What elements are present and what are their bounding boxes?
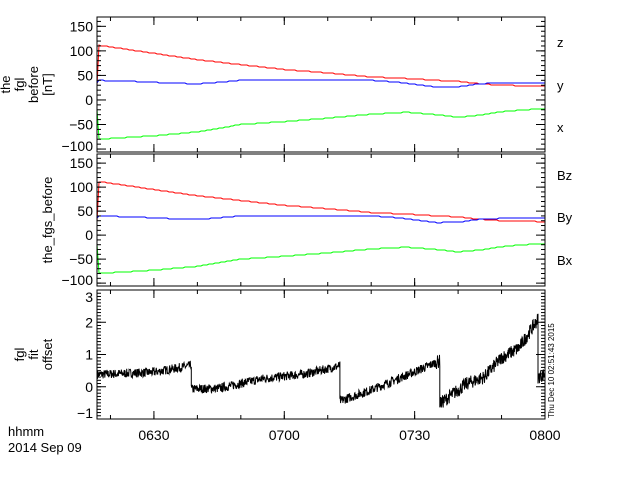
panel-1: 150 100 50 0 −50 −100 the fgl before [nT] z y x	[0, 16, 564, 154]
y-axis-label: fgl	[12, 78, 27, 92]
y-tick-label: −100	[61, 272, 93, 288]
x-axis-title-date: 2014 Sep 09	[8, 440, 82, 455]
y-tick-label: 0	[85, 227, 93, 243]
y-axis-label: offset	[40, 338, 55, 370]
y-tick-label: −50	[69, 251, 93, 267]
y-tick-label: −100	[61, 138, 93, 154]
y-tick-label: 100	[70, 43, 94, 59]
panel-2: 150 100 50 0 −50 −100 the_fgs_before Bz By Bx	[40, 153, 573, 288]
y-tick-label: 1	[85, 347, 93, 363]
y-axis-label: [nT]	[40, 73, 55, 95]
series-by-line	[97, 215, 545, 224]
panel-frame	[96, 289, 546, 420]
y-tick-label: 0	[85, 92, 93, 108]
legend-label-bx: Bx	[557, 253, 573, 268]
y-tick-label: 3	[85, 289, 93, 305]
panel-frame	[96, 153, 546, 287]
y-axis-label: the	[0, 75, 13, 93]
y-tick-label: −1	[77, 405, 93, 421]
legend-label-z: z	[557, 35, 564, 50]
timestamp-label: Thu Dec 10 02:51:43 2015	[547, 323, 556, 418]
y-axis-label: the_fgs_before	[40, 177, 55, 264]
series-bz-line	[97, 181, 545, 223]
y-tick-label: 150	[70, 18, 94, 34]
y-axis-label: before	[26, 66, 41, 103]
y-tick-label: 50	[77, 67, 93, 83]
legend-label-bz: Bz	[557, 168, 572, 183]
y-tick-label: 0	[85, 379, 93, 395]
y-tick-label: 150	[70, 155, 94, 171]
series-x-line	[97, 79, 545, 88]
series-bx-line	[97, 243, 545, 274]
y-axis-label: fgl	[12, 348, 27, 362]
x-tick-label: 0730	[399, 427, 430, 443]
y-tick-label: 2	[85, 314, 93, 330]
series-z-line	[97, 44, 545, 87]
x-axis-title-hhmm: hhmm	[8, 424, 44, 439]
panel-3: 3 2 1 0 −1 0630 0700 0730 0800 fgl fit offset	[12, 289, 561, 443]
x-tick-label: 0630	[138, 427, 169, 443]
series-y-line	[97, 108, 545, 140]
x-tick-label: 0700	[269, 427, 300, 443]
legend-label-y: y	[557, 78, 564, 93]
series-offset-line	[97, 313, 545, 408]
y-tick-label: 100	[70, 179, 94, 195]
legend-label-by: By	[557, 210, 573, 225]
y-axis-label: fit	[26, 349, 41, 360]
x-tick-label: 0800	[529, 427, 560, 443]
legend-label-x: x	[557, 120, 564, 135]
y-tick-label: −50	[69, 117, 93, 133]
panel-frame	[96, 16, 546, 153]
y-tick-label: 50	[77, 203, 93, 219]
